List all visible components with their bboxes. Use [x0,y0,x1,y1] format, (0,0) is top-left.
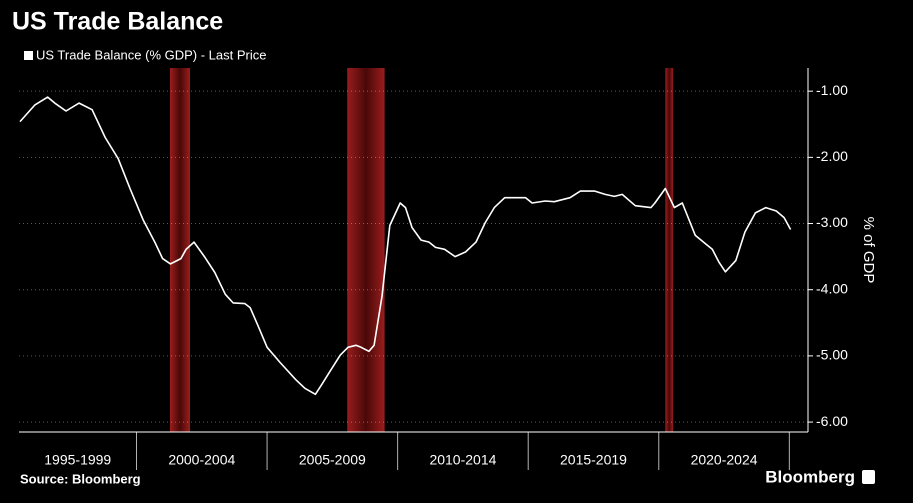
x-tick-label: 2000-2004 [168,452,235,468]
y-tick-label: -1.00 [816,82,848,98]
y-tick-label: -2.00 [816,148,848,164]
brand: Bloomberg [765,467,855,486]
line-series [19,96,792,396]
y-axis-label: % of GDP [860,217,877,284]
source: Source: Bloomberg [20,471,141,486]
x-tick-label: 2015-2019 [560,452,627,468]
x-tick-label: 2020-2024 [691,452,758,468]
x-tick-label: 2005-2009 [299,452,366,468]
recession-band [169,68,191,432]
y-tick-label: -3.00 [816,214,848,230]
legend-swatch [24,51,33,60]
x-tick-label: 2010-2014 [429,452,496,468]
y-tick-label: -4.00 [816,280,848,296]
brand-icon [862,470,875,484]
recession-band [347,68,385,432]
y-tick-label: -6.00 [816,413,848,429]
y-tick-label: -5.00 [816,347,848,363]
legend-label: US Trade Balance (% GDP) - Last Price [36,47,266,62]
chart-title: US Trade Balance [12,8,223,36]
x-tick-label: 1995-1999 [44,452,111,468]
recession-band [665,68,674,432]
